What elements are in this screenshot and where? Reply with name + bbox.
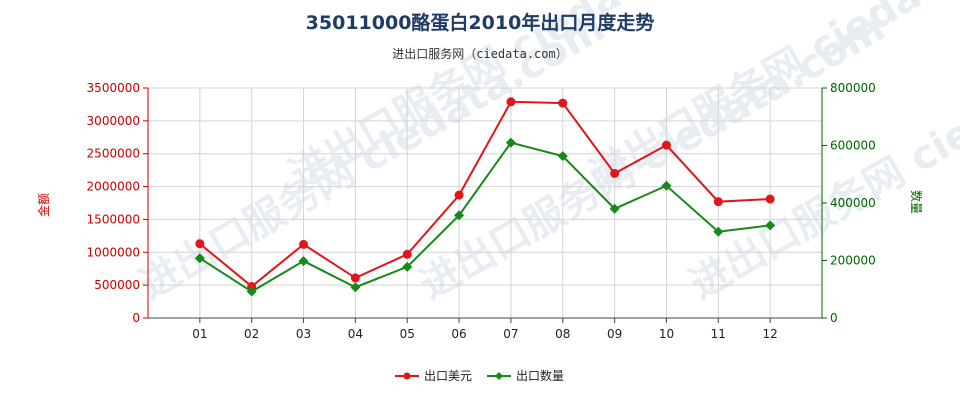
left-tick-label: 3500000 <box>87 81 140 95</box>
right-tick-label: 200000 <box>830 254 876 268</box>
chart-subtitle: 进出口服务网（ciedata.com） <box>392 46 567 61</box>
left-tick-label: 2500000 <box>87 147 140 161</box>
series-line <box>199 100 771 288</box>
x-tick-label: 11 <box>711 327 726 341</box>
left-tick-label: 3000000 <box>87 114 140 128</box>
left-tick-label: 1000000 <box>87 245 140 259</box>
data-point <box>402 261 413 272</box>
data-point <box>298 256 309 267</box>
x-axis-ticks: 01 02 03 04 05 06 07 08 09 10 11 12 <box>192 318 778 341</box>
data-point <box>765 220 776 231</box>
data-point <box>454 210 465 221</box>
series-2 <box>194 137 776 297</box>
x-tick-label: 09 <box>607 327 622 341</box>
chart-title: 35011000酪蛋白2010年出口月度走势 <box>306 11 655 34</box>
left-tick-label: 1500000 <box>87 212 140 226</box>
series-line <box>199 141 771 293</box>
data-point <box>610 168 620 178</box>
data-point <box>299 239 309 249</box>
x-tick-label: 08 <box>555 327 570 341</box>
data-point <box>195 239 205 249</box>
x-tick-label: 05 <box>400 327 415 341</box>
left-axis-label: 金额 <box>36 193 51 217</box>
data-point <box>194 253 205 264</box>
series-layer <box>194 97 776 297</box>
legend-label: 出口美元 <box>424 369 472 383</box>
legend-marker <box>495 372 503 380</box>
left-tick-label: 2000000 <box>87 180 140 194</box>
legend-marker <box>403 372 411 380</box>
x-tick-label: 02 <box>244 327 259 341</box>
data-point <box>713 226 724 237</box>
x-tick-label: 10 <box>659 327 674 341</box>
right-tick-label: 400000 <box>830 196 876 210</box>
data-point <box>713 197 723 207</box>
data-point <box>246 286 257 297</box>
x-tick-label: 01 <box>192 327 207 341</box>
data-point <box>661 180 672 191</box>
legend-item: 出口美元 <box>395 369 472 383</box>
x-tick-label: 04 <box>348 327 363 341</box>
legend: 出口美元 出口数量 <box>395 368 564 383</box>
data-point <box>765 194 775 204</box>
data-point <box>402 249 412 259</box>
data-point <box>558 98 568 108</box>
left-tick-label: 0 <box>132 311 140 325</box>
right-tick-label: 600000 <box>830 139 876 153</box>
data-point <box>454 190 464 200</box>
data-point <box>350 282 361 293</box>
right-axis-label: 数量 <box>909 190 924 214</box>
right-tick-label: 800000 <box>830 81 876 95</box>
left-axis-ticks: 0 500000 1000000 1500000 2000000 2500000 30000… <box>87 81 148 325</box>
right-tick-label: 0 <box>830 311 838 325</box>
data-point <box>661 140 671 150</box>
x-tick-label: 06 <box>451 327 466 341</box>
data-point <box>247 281 257 291</box>
data-point <box>557 151 568 162</box>
left-tick-label: 500000 <box>94 278 140 292</box>
data-point <box>609 203 620 214</box>
x-tick-label: 03 <box>296 327 311 341</box>
x-tick-label: 07 <box>503 327 518 341</box>
data-point <box>350 273 360 283</box>
right-axis-ticks: 0 200000 400000 600000 800000 <box>822 81 876 325</box>
data-point <box>506 97 516 107</box>
legend-item: 出口数量 <box>487 368 564 383</box>
legend-label: 出口数量 <box>516 368 564 383</box>
data-point <box>505 137 516 148</box>
x-tick-label: 12 <box>763 327 778 341</box>
series-1 <box>195 97 775 291</box>
